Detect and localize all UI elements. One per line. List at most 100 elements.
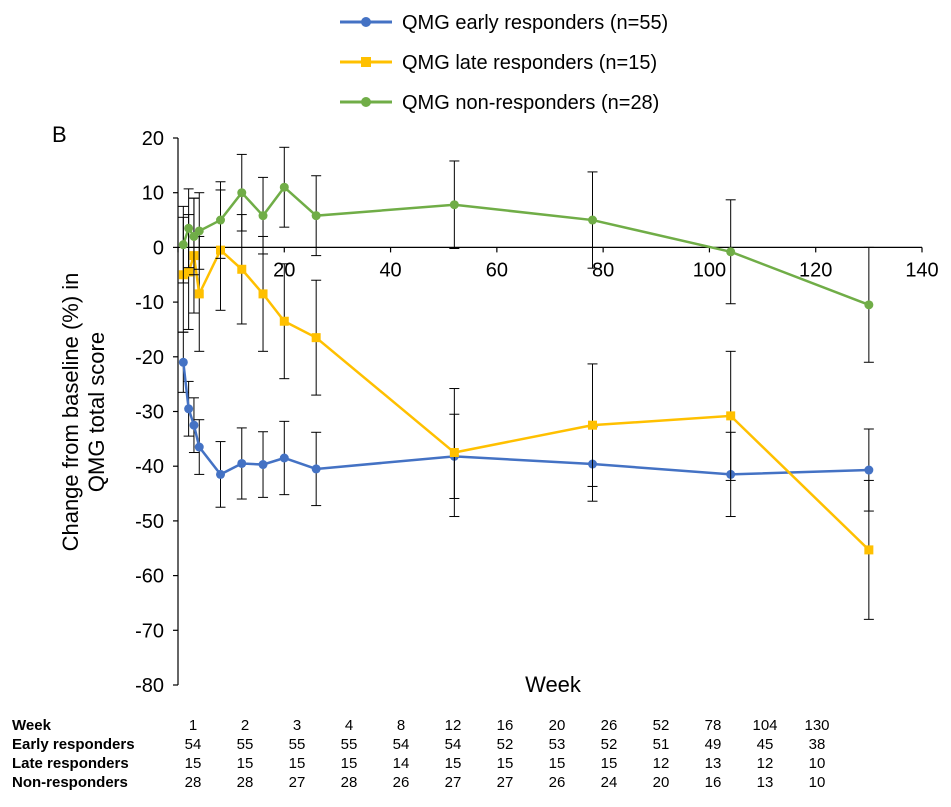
table-row: Non-responders 28 28 27 28 26 27 27 26 24 20 16 13 10 (12, 773, 843, 792)
chart-legend: QMG early responders (n=55) QMG late resp… (340, 12, 668, 114)
data-point (184, 267, 194, 277)
table-cell: 52 (496, 736, 514, 753)
legend-marker (361, 17, 371, 27)
data-point (726, 247, 736, 257)
data-point (588, 215, 598, 225)
data-point (258, 289, 268, 299)
table-cell: 27 (288, 774, 306, 791)
table-header-row: Week 1 2 3 4 8 12 16 20 26 52 78 104 130 (12, 716, 843, 735)
data-point (216, 215, 226, 225)
table-cell: 15 (496, 755, 514, 772)
table-cell: 26 (392, 774, 410, 791)
data-point (726, 411, 736, 421)
legend-label: QMG early responders (n=55) (402, 12, 668, 34)
table-cell: 15 (340, 755, 358, 772)
table-cell: 54 (444, 736, 462, 753)
data-point (449, 448, 459, 458)
legend-marker (361, 57, 371, 67)
data-point (588, 420, 598, 430)
data-point (864, 300, 874, 310)
table-row: Late responders 15 15 15 15 14 15 15 15 15 12 13 12 1… (12, 754, 843, 773)
data-point (311, 464, 321, 474)
series-0 (178, 331, 874, 518)
y-axis-title-line2: QMG total score (84, 332, 109, 492)
x-tick-label: 100 (693, 259, 726, 281)
data-point (237, 264, 247, 274)
y-tick-label: -20 (135, 347, 164, 369)
table-cell: 8 (396, 717, 406, 734)
y-tick-label: -50 (135, 511, 164, 533)
table-cell: 104 (752, 717, 778, 734)
y-tick-label: -80 (135, 675, 164, 697)
data-point (189, 420, 199, 430)
table-cell: 51 (652, 736, 670, 753)
table-cell: 12 (652, 755, 670, 772)
y-tick-label: -10 (135, 292, 164, 314)
data-point (194, 226, 204, 236)
table-cell: 14 (392, 755, 410, 772)
table-cell: 27 (444, 774, 462, 791)
table-cell: 1 (188, 717, 198, 734)
table-cell: 38 (808, 736, 826, 753)
series-layer (178, 146, 874, 620)
data-point (864, 465, 874, 475)
table-cell: 54 (392, 736, 410, 753)
table-cell: 16 (496, 717, 514, 734)
table-cell: 15 (288, 755, 306, 772)
y-tick-label: -40 (135, 456, 164, 478)
table-cell: 78 (704, 717, 722, 734)
table-cell: 49 (704, 736, 722, 753)
data-point (449, 200, 459, 210)
legend-label: QMG late responders (n=15) (402, 52, 657, 74)
data-point (279, 453, 289, 463)
table-cell: 12 (444, 717, 462, 734)
data-point (216, 469, 226, 479)
series-line (182, 248, 870, 551)
table-cell: 3 (292, 717, 302, 734)
y-tick-label: -70 (135, 620, 164, 642)
data-point (864, 545, 874, 555)
table-cell: 20 (652, 774, 670, 791)
table-cell: 13 (756, 774, 774, 791)
table-cell: 26 (548, 774, 566, 791)
x-tick-label: 80 (592, 259, 614, 281)
table-cell: 45 (756, 736, 774, 753)
table-cell: 53 (548, 736, 566, 753)
table-row: Early responders 54 55 55 55 54 54 52 53 52 51 49 45… (12, 735, 843, 754)
table-cell: 15 (236, 755, 254, 772)
data-point (237, 458, 247, 468)
data-point (258, 460, 268, 470)
table-cell: 55 (288, 736, 306, 753)
table-cell: 10 (808, 755, 826, 772)
table-cell: 130 (804, 717, 830, 734)
table-cell: 27 (496, 774, 514, 791)
table-cell: 26 (600, 717, 618, 734)
y-tick-label: -60 (135, 566, 164, 588)
table-cell: 54 (184, 736, 202, 753)
data-point (184, 404, 194, 414)
table-cell: 10 (808, 774, 826, 791)
y-tick-label: -30 (135, 402, 164, 424)
patients-at-risk-table: Week 1 2 3 4 8 12 16 20 26 52 78 104 130 Early respond… (12, 716, 843, 792)
table-cell: 15 (600, 755, 618, 772)
data-point (311, 211, 321, 221)
legend-marker (361, 97, 371, 107)
table-cell: 15 (444, 755, 462, 772)
table-row-label: Early responders (12, 736, 135, 753)
table-cell: 12 (756, 755, 774, 772)
table-cell: 28 (184, 774, 202, 791)
legend-label: QMG non-responders (n=28) (402, 92, 659, 114)
table-cell: 52 (652, 717, 670, 734)
series-line (182, 185, 870, 307)
data-point (279, 182, 289, 192)
data-point (178, 357, 188, 367)
data-point (178, 240, 188, 250)
data-point (237, 188, 247, 198)
x-tick-label: 140 (905, 259, 938, 281)
y-axis-title-line1: Change from baseline (%) in (58, 273, 83, 552)
data-point (279, 316, 289, 326)
series-2 (178, 146, 874, 363)
data-point (194, 442, 204, 452)
table-cell: 16 (704, 774, 722, 791)
